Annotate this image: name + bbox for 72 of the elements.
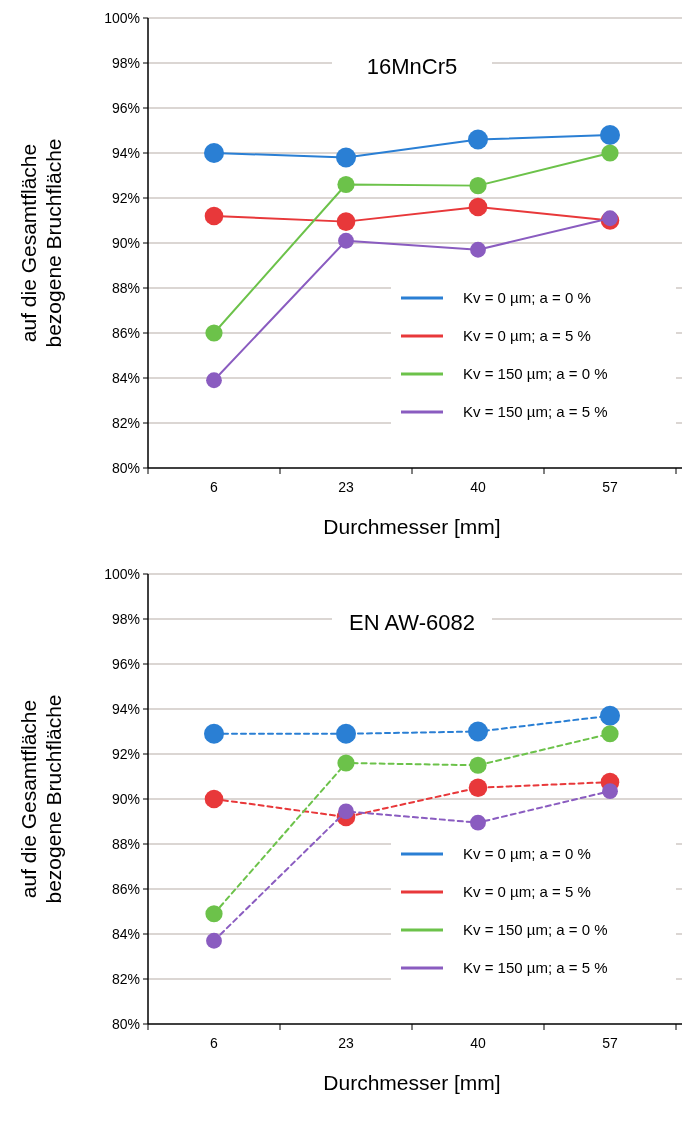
y-tick-label: 98% — [111, 610, 140, 627]
x-tick-label: 40 — [470, 1035, 486, 1051]
point — [336, 723, 356, 744]
y-tick-label: 84% — [111, 369, 140, 386]
point — [204, 143, 224, 163]
y-tick-label: 86% — [111, 880, 140, 897]
legend-label: Kv = 150 µm; a = 5 % — [463, 959, 608, 977]
point — [600, 705, 620, 726]
y-tick-label: 80% — [111, 1015, 140, 1032]
y-tick-label: 100% — [104, 9, 140, 26]
text: EN AW-6082 — [349, 610, 475, 635]
legend-label: Kv = 0 µm; a = 0 % — [463, 289, 591, 307]
y-tick-label: 96% — [111, 655, 140, 672]
legend-label: Kv = 150 µm; a = 0 % — [463, 365, 608, 383]
y-tick-label: 82% — [111, 970, 140, 987]
y-axis-title: auf die Gesamtfläche bezogene Bruchfläche — [17, 694, 65, 904]
point — [205, 905, 223, 923]
point — [602, 783, 618, 800]
point — [206, 372, 222, 389]
point — [468, 129, 488, 150]
y-tick-label: 94% — [111, 144, 140, 161]
y-tick-label: 100% — [104, 565, 140, 582]
y-tick-label: 90% — [111, 234, 140, 251]
point — [601, 144, 619, 162]
point — [468, 721, 488, 742]
point — [204, 789, 224, 809]
y-tick-label: 88% — [111, 279, 140, 296]
x-tick-label: 57 — [602, 1035, 618, 1051]
y-tick-label: 90% — [111, 790, 140, 807]
y-tick-label: 88% — [111, 835, 140, 852]
text: 16MnCr5 — [366, 54, 458, 79]
point — [337, 754, 355, 772]
legend-label: Kv = 0 µm; a = 5 % — [463, 883, 591, 901]
legend-label: Kv = 150 µm; a = 5 % — [463, 403, 608, 421]
point — [469, 756, 487, 774]
x-tick-label: 40 — [470, 479, 486, 495]
point — [206, 932, 222, 949]
point — [338, 803, 354, 820]
y-tick-label: 80% — [111, 459, 140, 476]
y-tick-label: 94% — [111, 700, 140, 717]
y-tick-label: 92% — [111, 745, 140, 762]
point — [204, 206, 224, 226]
x-axis-title: Durchmesser [mm] — [323, 1071, 501, 1094]
y-tick-label: 92% — [111, 189, 140, 206]
point — [468, 778, 488, 798]
point — [336, 147, 356, 168]
point — [337, 175, 355, 194]
point — [470, 241, 486, 258]
y-axis-title: auf die Gesamtfläche bezogene Bruchfläche — [17, 138, 65, 348]
legend-label: Kv = 0 µm; a = 0 % — [463, 845, 591, 863]
y-tick-label: 82% — [111, 414, 140, 431]
point — [600, 125, 620, 145]
point — [470, 814, 486, 831]
x-tick-label: 6 — [210, 1035, 219, 1051]
point — [338, 232, 354, 249]
point — [601, 725, 619, 743]
y-tick-label: 86% — [111, 324, 140, 341]
y-tick-label: 96% — [111, 99, 140, 116]
point — [469, 177, 487, 195]
x-axis-title: Durchmesser [mm] — [323, 515, 501, 538]
point — [336, 212, 356, 231]
y-tick-label: 98% — [111, 54, 140, 71]
x-tick-label: 6 — [210, 479, 219, 495]
x-tick-label: 23 — [338, 479, 354, 495]
legend-label: Kv = 0 µm; a = 5 % — [463, 327, 591, 345]
y-tick-label: 84% — [111, 925, 140, 942]
x-tick-label: 23 — [338, 1035, 354, 1051]
x-tick-label: 57 — [602, 479, 618, 495]
point — [205, 324, 223, 342]
point — [468, 197, 488, 217]
point — [204, 723, 224, 744]
legend-label: Kv = 150 µm; a = 0 % — [463, 921, 608, 939]
